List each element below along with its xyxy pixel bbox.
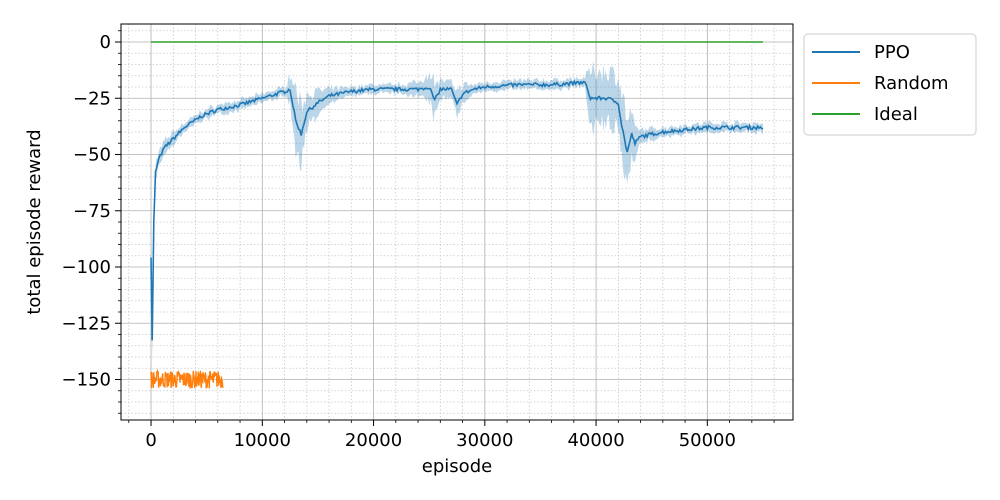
x-tick-label: 10000 bbox=[234, 430, 291, 451]
y-tick-label: −150 bbox=[62, 370, 111, 391]
axis-ticks: 0 10000 20000 30000 40000 50000 0 −25 −50 −75 −100… bbox=[62, 30, 775, 451]
x-tick-label: 20000 bbox=[345, 430, 402, 451]
x-tick-label: 50000 bbox=[679, 430, 736, 451]
y-tick-label: −25 bbox=[73, 88, 111, 109]
x-tick-label: 0 bbox=[145, 430, 156, 451]
legend-label-ppo: PPO bbox=[874, 42, 910, 63]
y-tick-label: −50 bbox=[73, 145, 111, 166]
legend-label-random: Random bbox=[874, 73, 949, 94]
legend-box bbox=[803, 33, 977, 136]
y-tick-label: 0 bbox=[100, 32, 111, 53]
series-ppo-band bbox=[151, 60, 763, 359]
legend: PPO Random Ideal bbox=[803, 33, 977, 136]
x-axis-label: episode bbox=[422, 456, 492, 477]
y-tick-label: −75 bbox=[73, 201, 111, 222]
plot-area bbox=[150, 41, 764, 389]
y-axis-label: total episode reward bbox=[24, 129, 45, 314]
minor-grid bbox=[121, 24, 793, 420]
series-random-line bbox=[150, 368, 224, 389]
y-tick-label: −125 bbox=[62, 313, 111, 334]
series-ppo-line bbox=[150, 79, 764, 341]
x-tick-label: 40000 bbox=[567, 430, 624, 451]
y-tick-label: −100 bbox=[62, 257, 111, 278]
x-tick-label: 30000 bbox=[456, 430, 513, 451]
legend-label-ideal: Ideal bbox=[874, 104, 918, 125]
